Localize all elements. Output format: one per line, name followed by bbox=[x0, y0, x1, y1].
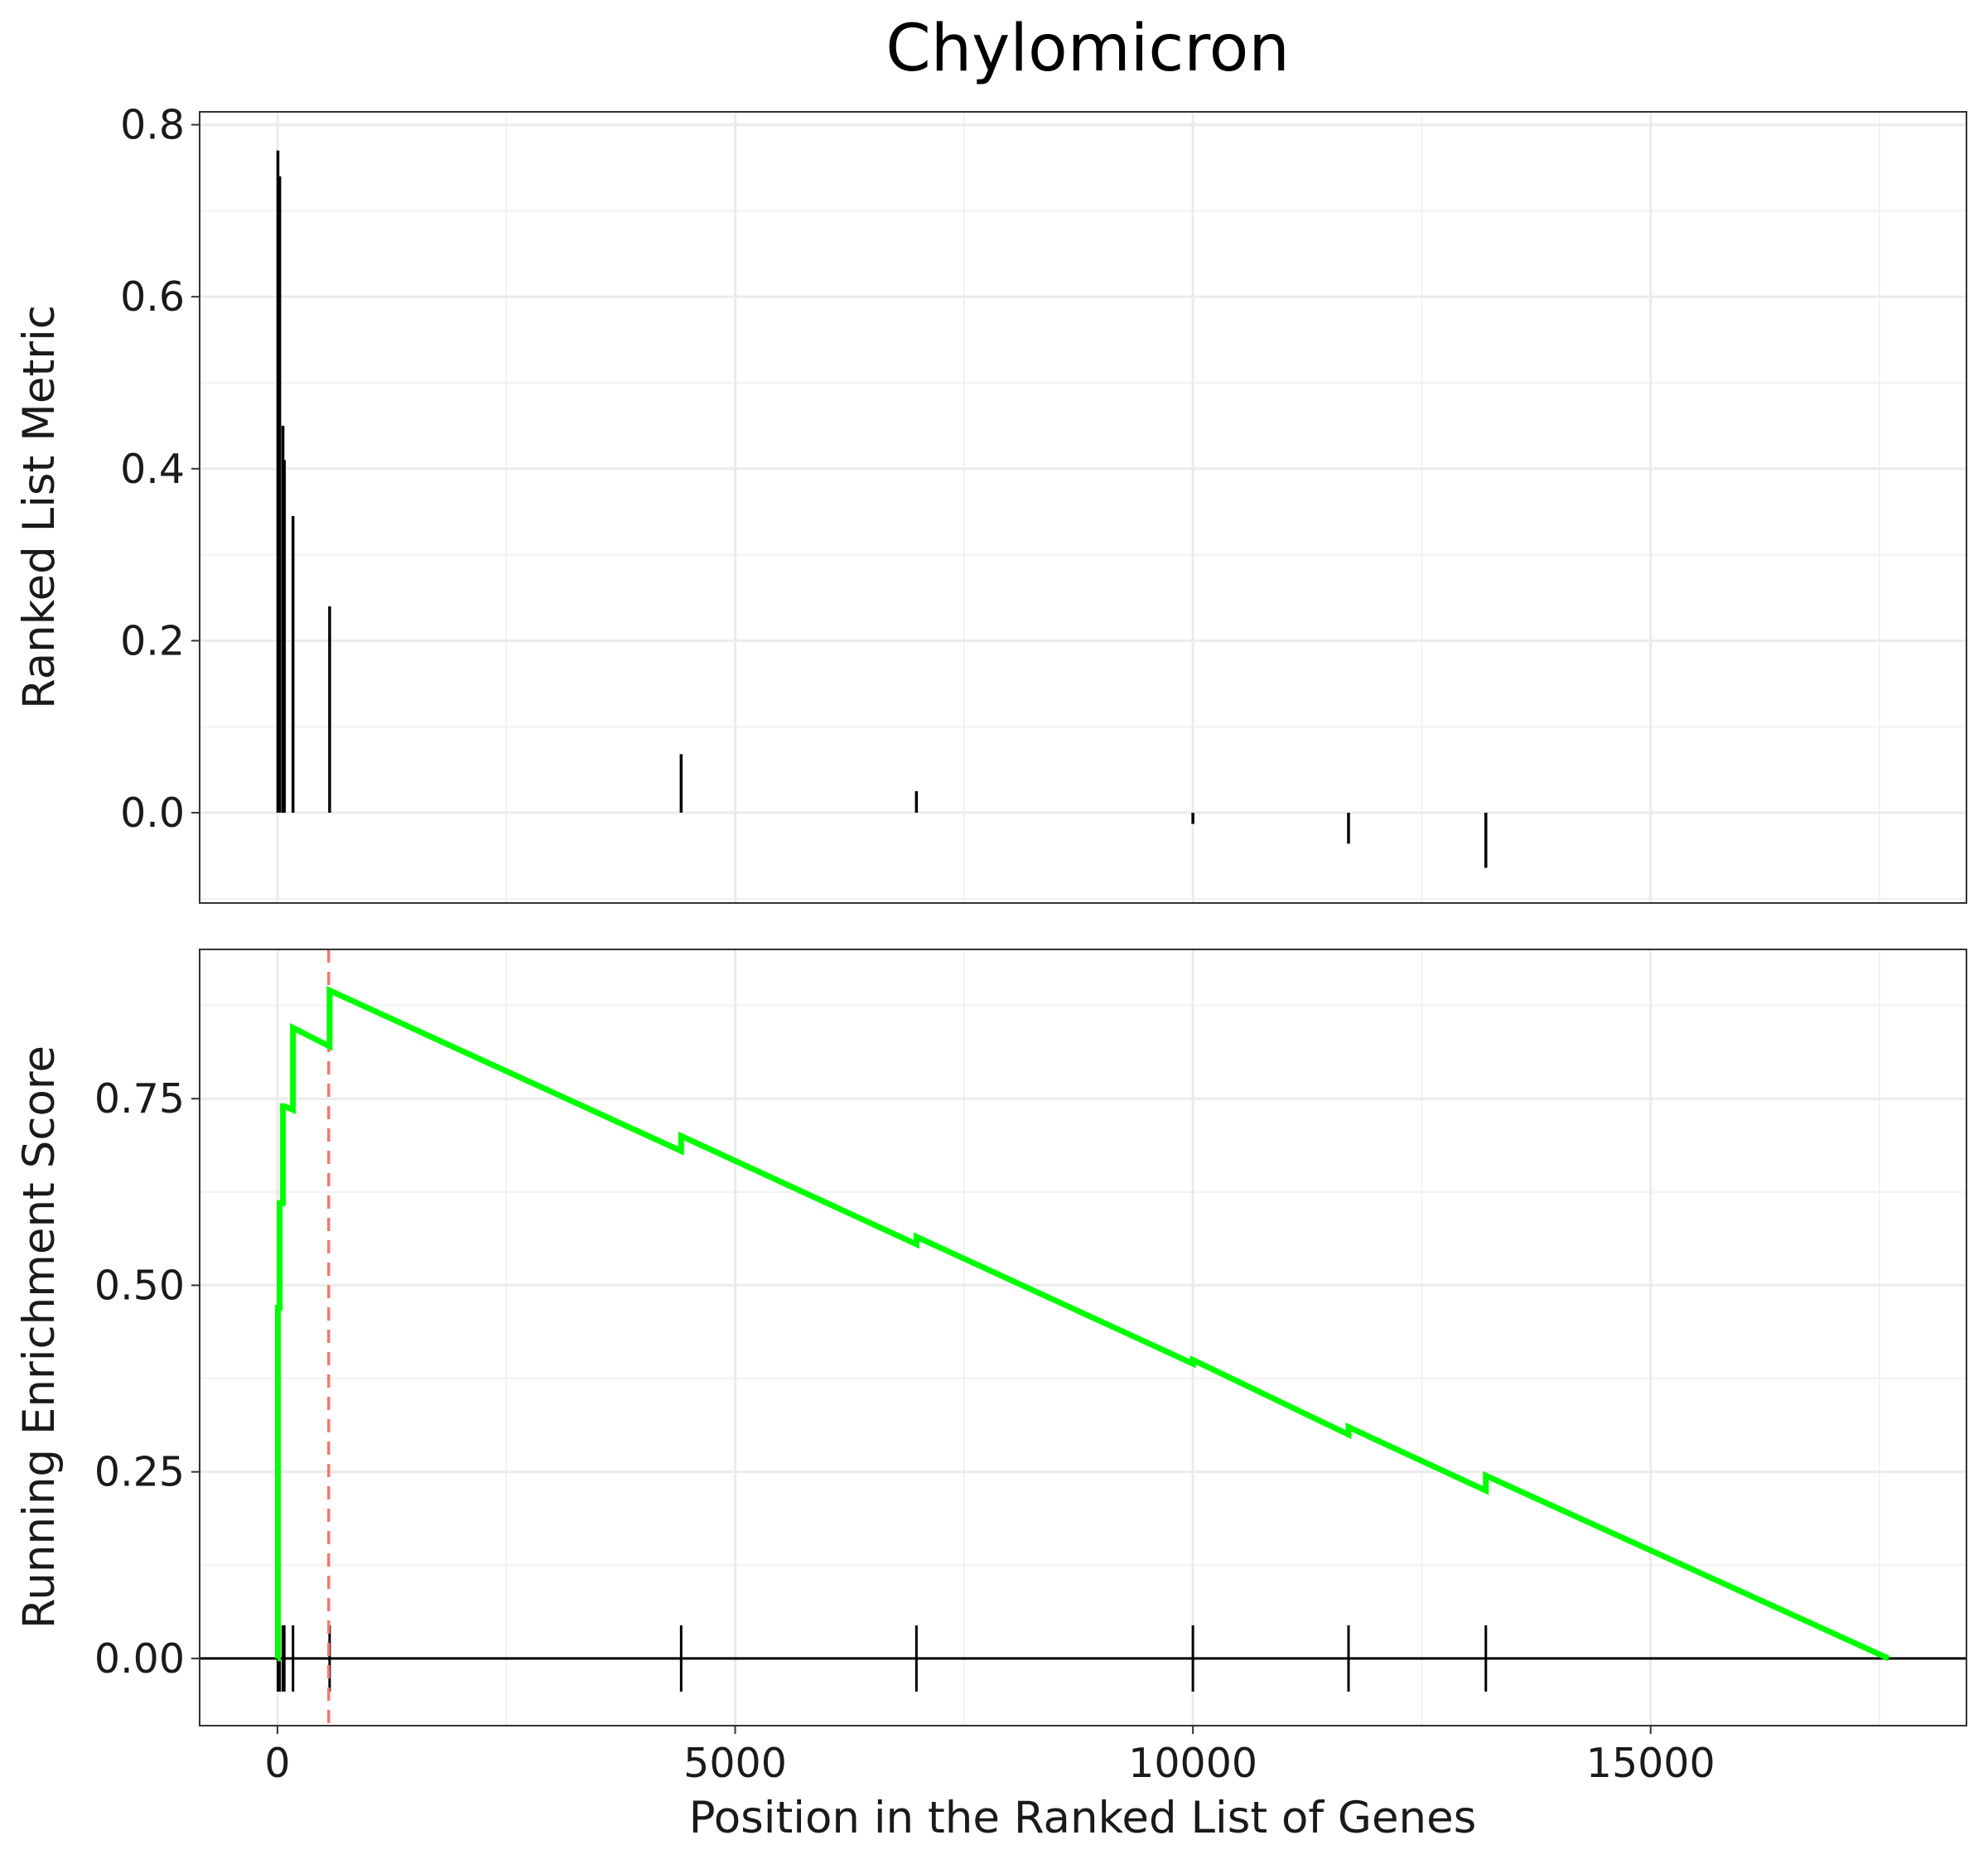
bottom-panel: 0.00 0.25 0.50 0.75 0 5000 10000 15000 Running… bbox=[14, 949, 1967, 1843]
x-axis-label: Position in the Ranked List of Genes bbox=[689, 1793, 1477, 1843]
running-score-layer bbox=[200, 949, 1966, 1726]
y-tick-label: 0.0 bbox=[120, 790, 185, 837]
x-tick-label: 0 bbox=[264, 1740, 290, 1787]
x-tick-label: 5000 bbox=[683, 1740, 787, 1787]
top-panel-y-axis-label: Ranked List Metric bbox=[14, 305, 65, 709]
chart-title: Chylomicron bbox=[885, 12, 1290, 86]
y-tick-label: 0.25 bbox=[94, 1449, 185, 1496]
top-panel-grid bbox=[200, 112, 1966, 903]
x-tick-label: 10000 bbox=[1128, 1740, 1257, 1787]
bottom-panel-border bbox=[199, 949, 1967, 1726]
y-tick-label: 0.4 bbox=[120, 446, 185, 493]
bottom-panel-y-axis-label: Running Enrichment Score bbox=[14, 1045, 65, 1629]
ranked-metric-bars bbox=[276, 150, 1488, 868]
top-panel-background bbox=[200, 112, 1966, 903]
running-score-line bbox=[275, 986, 1890, 1662]
x-axis-ticks: 0 5000 10000 15000 bbox=[264, 1726, 1715, 1787]
y-tick-label: 0.2 bbox=[120, 617, 185, 664]
y-tick-label: 0.75 bbox=[94, 1075, 185, 1123]
bottom-panel-y-ticks: 0.00 0.25 0.50 0.75 bbox=[94, 1075, 200, 1683]
x-tick-label: 15000 bbox=[1586, 1740, 1715, 1787]
top-panel-y-ticks: 0.0 0.2 0.4 0.6 0.8 bbox=[120, 102, 200, 837]
y-tick-label: 0.00 bbox=[94, 1635, 185, 1683]
bottom-panel-background bbox=[200, 949, 1966, 1726]
y-tick-label: 0.8 bbox=[120, 102, 185, 149]
y-tick-label: 0.6 bbox=[120, 273, 185, 321]
top-panel-border bbox=[199, 111, 1967, 904]
top-panel: 0.0 0.2 0.4 0.6 0.8 Ranked List Metric bbox=[14, 102, 1967, 904]
y-tick-label: 0.50 bbox=[94, 1262, 185, 1309]
